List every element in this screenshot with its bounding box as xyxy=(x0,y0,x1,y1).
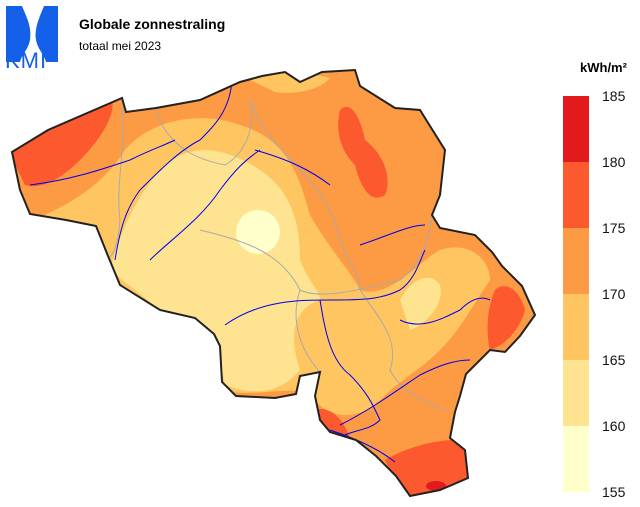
river-albertkanaal xyxy=(359,224,426,246)
legend-swatch-160-165 xyxy=(563,360,589,426)
map-subtitle: totaal mei 2023 xyxy=(79,39,162,53)
zone-155-160 xyxy=(236,210,280,254)
legend-tick: 180 xyxy=(602,154,626,170)
legend-swatch-180-185 xyxy=(563,96,589,162)
river-schelde xyxy=(114,79,233,261)
legend-swatch-155-160 xyxy=(563,426,589,492)
zone-175-180-sw xyxy=(315,409,350,440)
river-ourthe xyxy=(399,297,491,325)
river-semois xyxy=(339,359,471,426)
legend-unit: kWh/m² xyxy=(580,60,627,75)
legend-tick: 160 xyxy=(602,418,626,434)
river-leie xyxy=(29,139,176,186)
zone-175-180-east xyxy=(487,286,525,350)
river-demer xyxy=(254,149,331,186)
river-semois-south xyxy=(329,429,396,463)
rivers xyxy=(29,79,491,463)
legend-tick: 175 xyxy=(602,220,626,236)
zone-160-165-east xyxy=(400,277,441,330)
zone-175-180-kempen xyxy=(338,106,388,198)
province-borders xyxy=(107,97,446,411)
legend-swatch-175-180 xyxy=(563,162,589,228)
color-legend xyxy=(563,96,589,492)
legend-tick: 185 xyxy=(602,88,626,104)
river-sambre-maas xyxy=(224,249,426,326)
legend-tick: 170 xyxy=(602,286,626,302)
kmi-logo xyxy=(6,6,58,62)
legend-tick: 165 xyxy=(602,352,626,368)
legend-tick: 155 xyxy=(602,484,626,500)
legend-swatch-170-175 xyxy=(563,228,589,294)
river-maas xyxy=(319,299,381,436)
map-title: Globale zonnestraling xyxy=(79,16,226,32)
river-dender xyxy=(149,149,261,261)
zone-175-180-south xyxy=(385,440,470,496)
zone-175-180-coast xyxy=(12,95,113,187)
legend-swatch-165-170 xyxy=(563,294,589,360)
zone-160-165 xyxy=(110,150,320,392)
logo-text: KMI xyxy=(5,48,48,73)
